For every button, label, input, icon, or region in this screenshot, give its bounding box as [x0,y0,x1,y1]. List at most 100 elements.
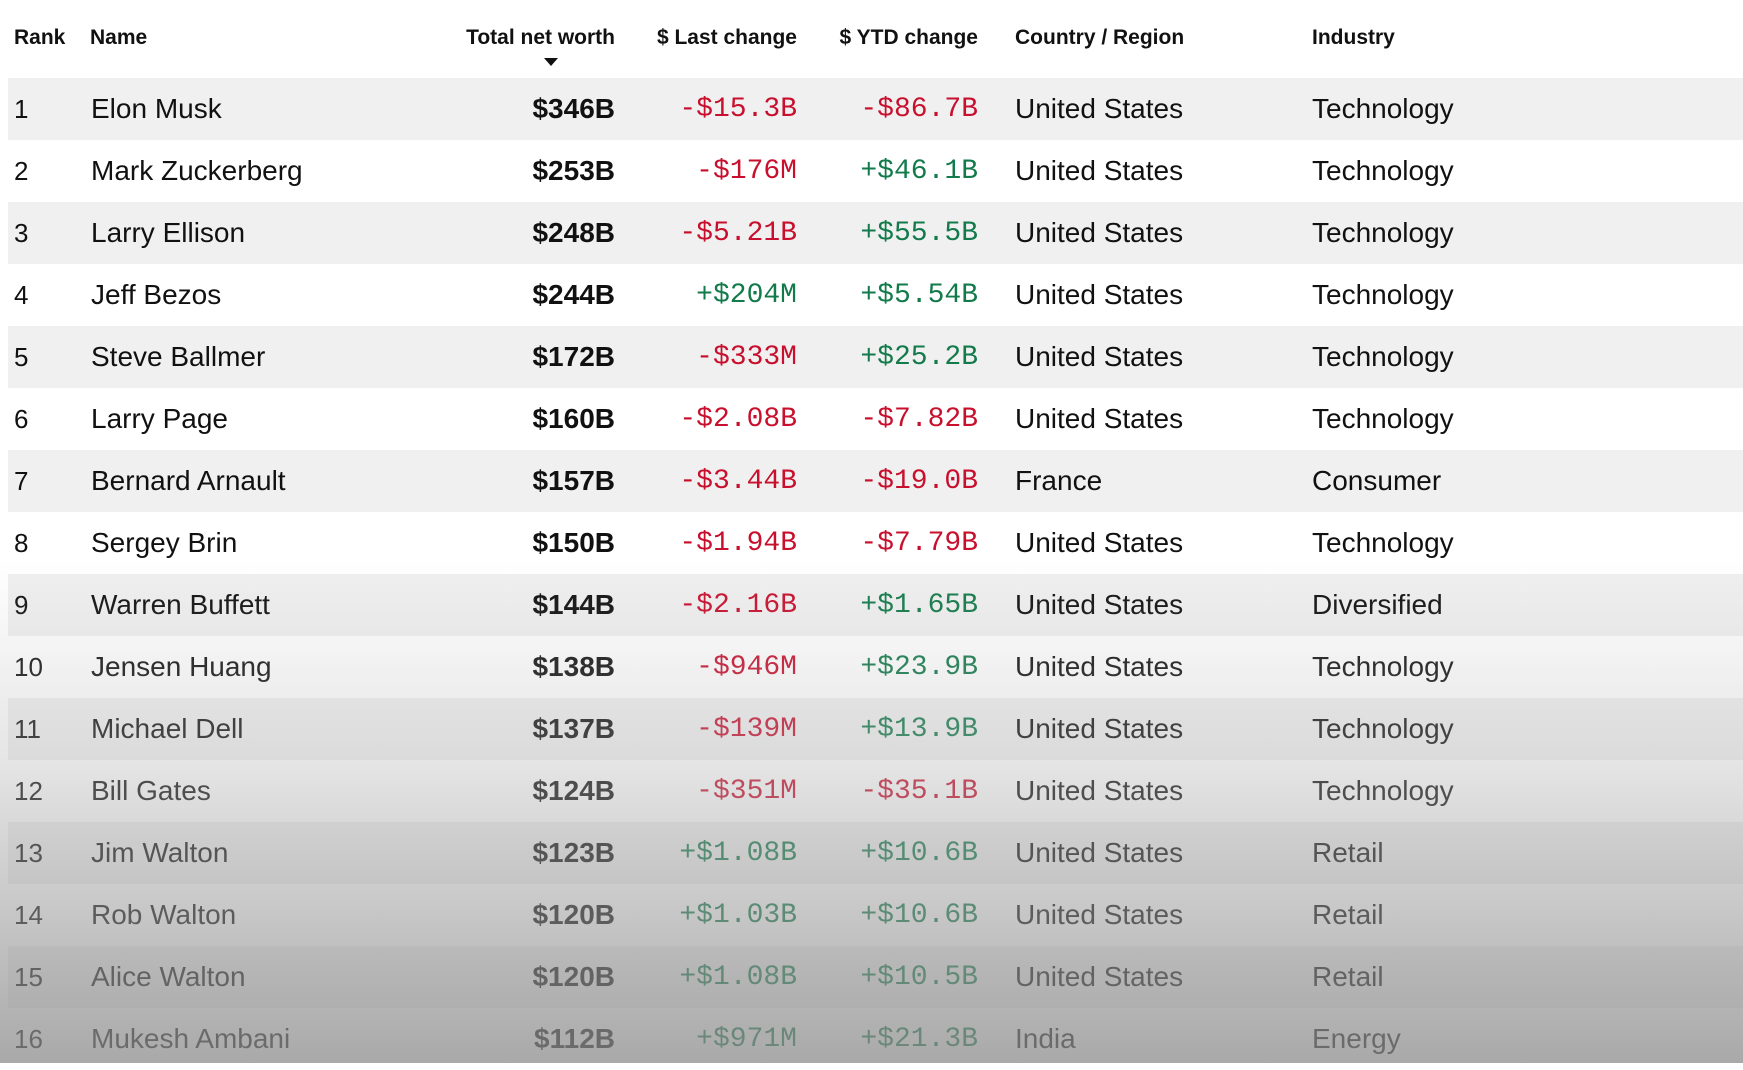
name-cell[interactable]: Sergey Brin [91,527,238,558]
table-row[interactable]: 16 Mukesh Ambani $112B +$971M +$21.3B India En… [8,1008,1743,1070]
last-change-cell: -$15.3B [679,93,797,125]
net-worth-cell: $157B [532,465,615,496]
industry-cell: Technology [1312,279,1454,310]
ytd-change-cell: +$10.6B [860,837,978,869]
net-worth-cell: $248B [532,217,615,248]
name-cell[interactable]: Steve Ballmer [91,341,266,372]
ytd-change-cell: +$46.1B [860,155,978,187]
rank-cell: 1 [14,93,29,124]
name-cell[interactable]: Rob Walton [91,899,237,930]
industry-cell: Technology [1312,775,1454,806]
last-change-cell: +$1.03B [679,899,797,931]
country-cell: United States [1015,589,1184,620]
last-change-cell: -$946M [696,651,797,683]
column-header-label: Country / Region [1015,26,1185,49]
rank-cell: 3 [14,217,29,248]
table-row[interactable]: 3 Larry Ellison $248B -$5.21B +$55.5B United … [8,202,1743,264]
net-worth-cell: $346B [532,93,615,124]
column-header-label: Industry [1312,26,1395,49]
table-row[interactable]: 11 Michael Dell $137B -$139M +$13.9B United S… [8,698,1743,760]
industry-cell: Technology [1312,217,1454,248]
table-row[interactable]: 13 Jim Walton $123B +$1.08B +$10.6B United St… [8,822,1743,884]
ytd-change-cell: +$21.3B [860,1023,978,1055]
name-cell[interactable]: Larry Ellison [91,217,246,248]
table-row[interactable]: 14 Rob Walton $120B +$1.03B +$10.6B United St… [8,884,1743,946]
country-cell: United States [1015,961,1184,992]
table-row[interactable]: 10 Jensen Huang $138B -$946M +$23.9B United S… [8,636,1743,698]
industry-cell: Technology [1312,713,1454,744]
last-change-cell: -$176M [696,155,797,187]
last-change-cell: -$351M [696,775,797,807]
table-row[interactable]: 2 Mark Zuckerberg $253B -$176M +$46.1B United… [8,140,1743,202]
column-header-ytd-change[interactable]: $ YTD change [797,0,979,78]
table-row[interactable]: 4 Jeff Bezos $244B +$204M +$5.54B United Stat… [8,264,1743,326]
table-row[interactable]: 5 Steve Ballmer $172B -$333M +$25.2B United S… [8,326,1743,388]
column-header-rank[interactable]: Rank [8,0,90,78]
net-worth-cell: $112B [534,1023,615,1054]
column-header-industry[interactable]: Industry [1312,0,1743,78]
rank-cell: 2 [14,155,29,186]
table-row[interactable]: 15 Alice Walton $120B +$1.08B +$10.5B United … [8,946,1743,1008]
ytd-change-cell: -$35.1B [860,775,978,807]
name-cell[interactable]: Elon Musk [91,93,222,124]
name-cell[interactable]: Jensen Huang [91,651,272,682]
table-row[interactable]: 8 Sergey Brin $150B -$1.94B -$7.79B United St… [8,512,1743,574]
industry-cell: Diversified [1312,589,1443,620]
table-row[interactable]: 6 Larry Page $160B -$2.08B -$7.82B United Sta… [8,388,1743,450]
last-change-cell: -$5.21B [679,217,797,249]
last-change-cell: -$139M [696,713,797,745]
last-change-cell: +$971M [696,1023,797,1055]
column-header-last-change[interactable]: $ Last change [615,0,797,78]
name-cell[interactable]: Michael Dell [91,713,244,744]
industry-cell: Technology [1312,403,1454,434]
table-row[interactable]: 12 Bill Gates $124B -$351M -$35.1B United Sta… [8,760,1743,822]
caret-down-icon [544,58,558,66]
last-change-cell: -$3.44B [679,465,797,497]
name-cell[interactable]: Warren Buffett [91,589,270,620]
name-cell[interactable]: Alice Walton [91,961,246,992]
country-cell: United States [1015,713,1184,744]
ytd-change-cell: +$5.54B [860,279,978,311]
ytd-change-cell: -$19.0B [860,465,978,497]
ytd-change-cell: +$1.65B [860,589,978,621]
last-change-cell: +$204M [696,279,797,311]
column-header-label: Rank [14,26,66,49]
name-cell[interactable]: Jeff Bezos [91,279,222,310]
name-cell[interactable]: Mark Zuckerberg [91,155,303,186]
column-header-label: Total net worth [466,26,615,49]
table-body: 1 Elon Musk $346B -$15.3B -$86.7B United Stat… [8,78,1743,1070]
net-worth-cell: $244B [532,279,615,310]
last-change-cell: -$2.16B [679,589,797,621]
last-change-cell: -$2.08B [679,403,797,435]
industry-cell: Technology [1312,93,1454,124]
industry-cell: Technology [1312,651,1454,682]
ytd-change-cell: -$7.82B [860,403,978,435]
ytd-change-cell: +$25.2B [860,341,978,373]
name-cell[interactable]: Bernard Arnault [91,465,286,496]
column-header-name[interactable]: Name [90,0,415,78]
table-row[interactable]: 1 Elon Musk $346B -$15.3B -$86.7B United Stat… [8,78,1743,140]
table-row[interactable]: 7 Bernard Arnault $157B -$3.44B -$19.0B Franc… [8,450,1743,512]
ytd-change-cell: -$7.79B [860,527,978,559]
country-cell: United States [1015,837,1184,868]
net-worth-cell: $120B [532,899,615,930]
industry-cell: Energy [1312,1023,1401,1054]
column-header-country[interactable]: Country / Region [978,0,1312,78]
rank-cell: 15 [14,961,43,992]
name-cell[interactable]: Bill Gates [91,775,211,806]
country-cell: United States [1015,899,1184,930]
table-row[interactable]: 9 Warren Buffett $144B -$2.16B +$1.65B United… [8,574,1743,636]
net-worth-cell: $123B [532,837,615,868]
rank-cell: 14 [14,899,43,930]
last-change-cell: -$333M [696,341,797,373]
last-change-cell: -$1.94B [679,527,797,559]
column-header-net-worth[interactable]: Total net worth [415,0,615,78]
name-cell[interactable]: Larry Page [91,403,228,434]
name-cell[interactable]: Mukesh Ambani [91,1023,291,1054]
name-cell[interactable]: Jim Walton [91,837,229,868]
rank-cell: 11 [14,713,41,744]
rank-cell: 4 [14,279,29,310]
ranking-table: Rank Name Total net worth $ Last change … [8,0,1743,1070]
table-header: Rank Name Total net worth $ Last change … [8,0,1743,78]
